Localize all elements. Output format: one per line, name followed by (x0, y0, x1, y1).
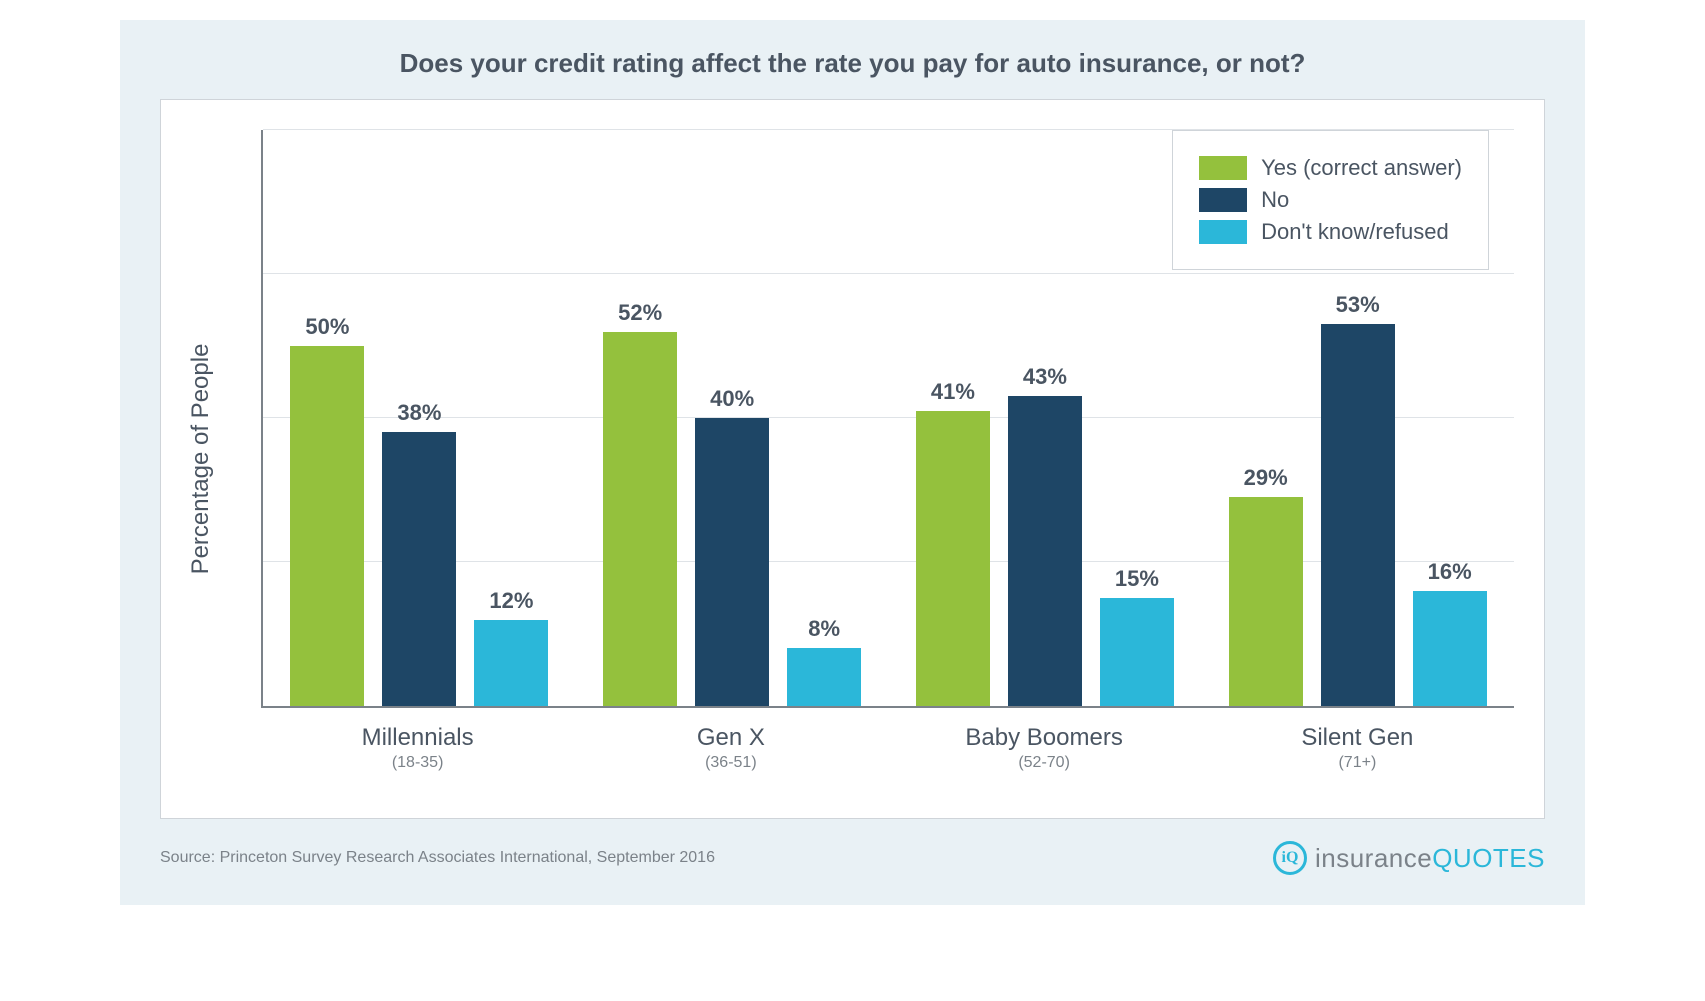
bar-value-label: 38% (397, 400, 441, 426)
bar: 16% (1413, 591, 1487, 706)
legend-label: Don't know/refused (1261, 219, 1449, 245)
chart-panel: Percentage of People Yes (correct answer… (160, 99, 1545, 819)
y-axis-label: Percentage of People (187, 344, 215, 575)
bar: 38% (382, 432, 456, 706)
bar-value-label: 41% (931, 379, 975, 405)
legend: Yes (correct answer) No Don't know/refused (1172, 130, 1489, 270)
x-axis-labels: Millennials (18-35)Gen X (36-51)Baby Boome… (261, 718, 1514, 798)
bar: 12% (474, 620, 548, 706)
legend-swatch (1199, 188, 1247, 212)
bar-group: 50%38%12% (263, 130, 576, 706)
bar-group: 41%43%15% (889, 130, 1202, 706)
x-axis-label: Baby Boomers (52-70) (888, 718, 1201, 798)
bar-value-label: 52% (618, 300, 662, 326)
bar-value-label: 53% (1336, 292, 1380, 318)
legend-label: No (1261, 187, 1289, 213)
legend-item: Don't know/refused (1199, 219, 1462, 245)
bar: 15% (1100, 598, 1174, 706)
legend-swatch (1199, 220, 1247, 244)
bar: 41% (916, 411, 990, 706)
bar: 52% (603, 332, 677, 706)
brand-logo: iQ insuranceQUOTES (1273, 841, 1545, 875)
bar-value-label: 29% (1244, 465, 1288, 491)
legend-swatch (1199, 156, 1247, 180)
x-axis-group-age: (36-51) (574, 754, 887, 772)
bar: 29% (1229, 497, 1303, 706)
bar: 50% (290, 346, 364, 706)
x-axis-group-name: Gen X (574, 724, 887, 752)
source-text: Source: Princeton Survey Research Associ… (160, 849, 715, 867)
bar-value-label: 12% (489, 588, 533, 614)
x-axis-group-age: (71+) (1201, 754, 1514, 772)
bars: 50%38%12% (290, 130, 548, 706)
bar: 43% (1008, 396, 1082, 706)
bar-value-label: 16% (1428, 559, 1472, 585)
logo-text: insuranceQUOTES (1315, 843, 1545, 874)
chart-container: Does your credit rating affect the rate … (120, 20, 1585, 905)
bar-value-label: 15% (1115, 566, 1159, 592)
bar-value-label: 8% (808, 616, 840, 642)
legend-item: No (1199, 187, 1462, 213)
x-axis-label: Silent Gen (71+) (1201, 718, 1514, 798)
x-axis-label: Millennials (18-35) (261, 718, 574, 798)
bar-value-label: 50% (305, 314, 349, 340)
bar: 53% (1321, 324, 1395, 706)
x-axis-group-name: Millennials (261, 724, 574, 752)
bar-value-label: 43% (1023, 364, 1067, 390)
bar-value-label: 40% (710, 386, 754, 412)
x-axis-group-name: Baby Boomers (888, 724, 1201, 752)
chart-title: Does your credit rating affect the rate … (120, 20, 1585, 99)
x-axis-group-age: (18-35) (261, 754, 574, 772)
x-axis-group-age: (52-70) (888, 754, 1201, 772)
logo-badge-icon: iQ (1273, 841, 1307, 875)
footer: Source: Princeton Survey Research Associ… (120, 819, 1585, 905)
logo-text-right: QUOTES (1432, 843, 1545, 873)
x-axis-label: Gen X (36-51) (574, 718, 887, 798)
logo-text-left: insurance (1315, 843, 1432, 873)
bars: 52%40%8% (603, 130, 861, 706)
bars: 41%43%15% (916, 130, 1174, 706)
x-axis-group-name: Silent Gen (1201, 724, 1514, 752)
bar: 40% (695, 418, 769, 706)
legend-label: Yes (correct answer) (1261, 155, 1462, 181)
legend-item: Yes (correct answer) (1199, 155, 1462, 181)
bar-group: 52%40%8% (576, 130, 889, 706)
bar: 8% (787, 648, 861, 706)
